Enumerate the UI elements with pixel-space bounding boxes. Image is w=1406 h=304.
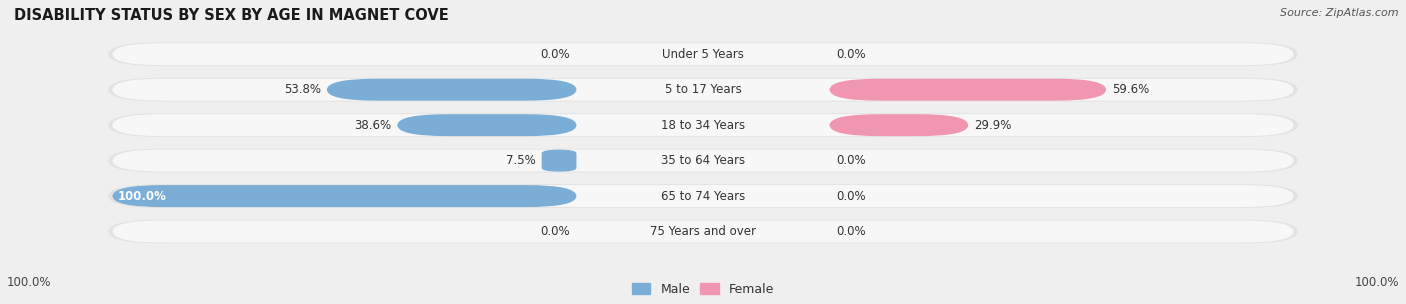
Text: 7.5%: 7.5% (506, 154, 536, 167)
FancyBboxPatch shape (398, 114, 576, 136)
FancyBboxPatch shape (830, 79, 1107, 101)
Text: Source: ZipAtlas.com: Source: ZipAtlas.com (1281, 8, 1399, 18)
Text: 0.0%: 0.0% (837, 190, 866, 202)
Text: 100.0%: 100.0% (7, 276, 52, 289)
FancyBboxPatch shape (112, 114, 1294, 136)
Text: 59.6%: 59.6% (1112, 83, 1149, 96)
FancyBboxPatch shape (108, 219, 1298, 244)
Text: 0.0%: 0.0% (540, 225, 569, 238)
Text: 75 Years and over: 75 Years and over (650, 225, 756, 238)
Text: 0.0%: 0.0% (540, 48, 569, 61)
Legend: Male, Female: Male, Female (627, 278, 779, 301)
Text: 100.0%: 100.0% (118, 190, 167, 202)
FancyBboxPatch shape (112, 150, 1294, 171)
Text: 100.0%: 100.0% (1354, 276, 1399, 289)
Text: 5 to 17 Years: 5 to 17 Years (665, 83, 741, 96)
FancyBboxPatch shape (541, 150, 576, 171)
Text: DISABILITY STATUS BY SEX BY AGE IN MAGNET COVE: DISABILITY STATUS BY SEX BY AGE IN MAGNE… (14, 8, 449, 22)
FancyBboxPatch shape (108, 149, 1298, 172)
FancyBboxPatch shape (112, 79, 1294, 101)
FancyBboxPatch shape (108, 184, 1298, 208)
FancyBboxPatch shape (326, 79, 576, 101)
FancyBboxPatch shape (112, 185, 1294, 207)
Text: Under 5 Years: Under 5 Years (662, 48, 744, 61)
FancyBboxPatch shape (112, 185, 576, 207)
FancyBboxPatch shape (112, 43, 1294, 65)
FancyBboxPatch shape (830, 114, 969, 136)
FancyBboxPatch shape (112, 220, 1294, 243)
Text: 38.6%: 38.6% (354, 119, 392, 132)
FancyBboxPatch shape (108, 78, 1298, 102)
Text: 29.9%: 29.9% (974, 119, 1011, 132)
Text: 0.0%: 0.0% (837, 48, 866, 61)
Text: 0.0%: 0.0% (837, 154, 866, 167)
FancyBboxPatch shape (108, 42, 1298, 66)
FancyBboxPatch shape (108, 113, 1298, 137)
Text: 35 to 64 Years: 35 to 64 Years (661, 154, 745, 167)
Text: 18 to 34 Years: 18 to 34 Years (661, 119, 745, 132)
Text: 0.0%: 0.0% (837, 225, 866, 238)
Text: 65 to 74 Years: 65 to 74 Years (661, 190, 745, 202)
Text: 53.8%: 53.8% (284, 83, 321, 96)
